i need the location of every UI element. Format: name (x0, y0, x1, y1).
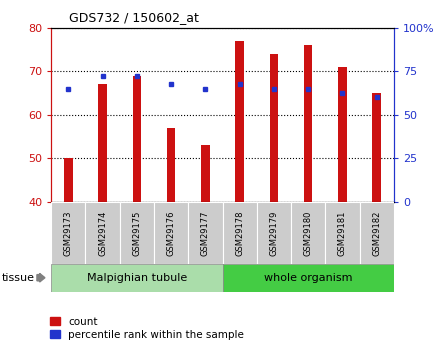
Bar (51, 264, 223, 292)
Text: GSM29180: GSM29180 (303, 210, 313, 256)
Text: GSM29181: GSM29181 (338, 210, 347, 256)
Bar (291, 202, 325, 264)
Bar (222, 202, 257, 264)
Bar (85, 202, 120, 264)
Text: GSM29175: GSM29175 (132, 210, 142, 256)
Bar (235, 41, 244, 202)
Bar (270, 54, 278, 202)
Text: GDS732 / 150602_at: GDS732 / 150602_at (69, 11, 199, 24)
Bar (51, 202, 85, 264)
Bar (338, 67, 347, 202)
Text: GSM29174: GSM29174 (98, 210, 107, 256)
Bar (64, 158, 73, 202)
Legend: count, percentile rank within the sample: count, percentile rank within the sample (50, 317, 244, 340)
Text: GSM29182: GSM29182 (372, 210, 381, 256)
Bar (304, 45, 312, 202)
Text: GSM29179: GSM29179 (269, 210, 279, 256)
Text: GSM29178: GSM29178 (235, 210, 244, 256)
Text: GSM29177: GSM29177 (201, 210, 210, 256)
Text: GSM29173: GSM29173 (64, 210, 73, 256)
Text: tissue: tissue (2, 273, 35, 283)
Bar (257, 202, 291, 264)
Bar (372, 93, 381, 202)
Bar (98, 84, 107, 202)
Bar (120, 202, 154, 264)
Bar (154, 202, 188, 264)
Bar (188, 202, 222, 264)
Bar (167, 128, 175, 202)
Bar (201, 145, 210, 202)
Bar (325, 202, 360, 264)
Text: Malpighian tubule: Malpighian tubule (87, 273, 187, 283)
Bar (133, 76, 141, 202)
Text: GSM29176: GSM29176 (166, 210, 176, 256)
Bar (360, 202, 394, 264)
Text: whole organism: whole organism (264, 273, 352, 283)
Bar (222, 264, 394, 292)
